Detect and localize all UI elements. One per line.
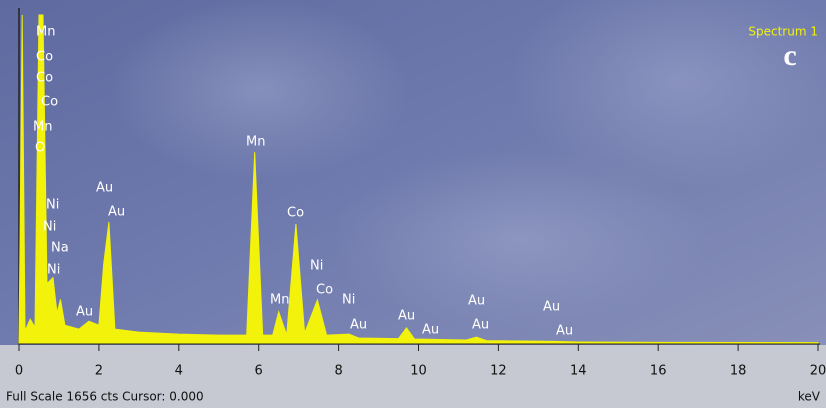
peak-label: Au	[108, 205, 125, 220]
peak-label: Co	[41, 95, 58, 110]
x-tick-label: 18	[730, 364, 747, 379]
x-tick-label: 10	[410, 364, 427, 379]
peak-label: Ni	[310, 259, 323, 274]
peak-label: Mn	[33, 120, 52, 135]
peak-label: Au	[543, 300, 560, 315]
texture	[510, 0, 826, 190]
peak-label: Ni	[342, 293, 355, 308]
peak-label: O	[35, 141, 45, 156]
panel-label: c	[783, 39, 796, 72]
peak-label: Co	[316, 283, 333, 298]
x-tick-label: 2	[95, 364, 103, 379]
peak-label: Co	[36, 50, 53, 65]
peak-label: Au	[398, 309, 415, 324]
footer: Full Scale 1656 cts Cursor: 0.000	[6, 390, 204, 404]
x-axis-label: keV	[798, 390, 821, 404]
texture	[110, 0, 410, 180]
peak-label: Na	[51, 241, 69, 256]
peak-label: Au	[468, 294, 485, 309]
peak-label: Mn	[36, 25, 55, 40]
spectrum	[18, 14, 819, 344]
x-tick-label: 20	[810, 364, 826, 379]
peak-label: Ni	[47, 263, 60, 278]
peak-label: Mn	[270, 293, 289, 308]
peak-label: Au	[76, 305, 93, 320]
peak-label: Ni	[43, 220, 56, 235]
peak-label: Au	[472, 318, 489, 333]
x-tick-label: 8	[334, 364, 342, 379]
peak-label: Co	[36, 71, 53, 86]
peak-label: Ni	[46, 198, 59, 213]
x-tick-label: 6	[255, 364, 263, 379]
peak-label: Au	[556, 324, 573, 339]
spectrum-title: Spectrum 1	[748, 25, 818, 39]
peak-label: Mn	[246, 135, 265, 150]
axis-strip	[0, 345, 826, 408]
texture	[330, 150, 710, 330]
x-tick-label: 4	[175, 364, 183, 379]
peak-label: Au	[96, 181, 113, 196]
x-tick-label: 12	[490, 364, 507, 379]
x-tick-label: 16	[650, 364, 667, 379]
peak-label: Co	[287, 206, 304, 221]
peak-label: Au	[350, 318, 367, 333]
x-tick-label: 14	[570, 364, 587, 379]
peak-label: Au	[422, 323, 439, 338]
x-tick-label: 0	[15, 364, 23, 379]
